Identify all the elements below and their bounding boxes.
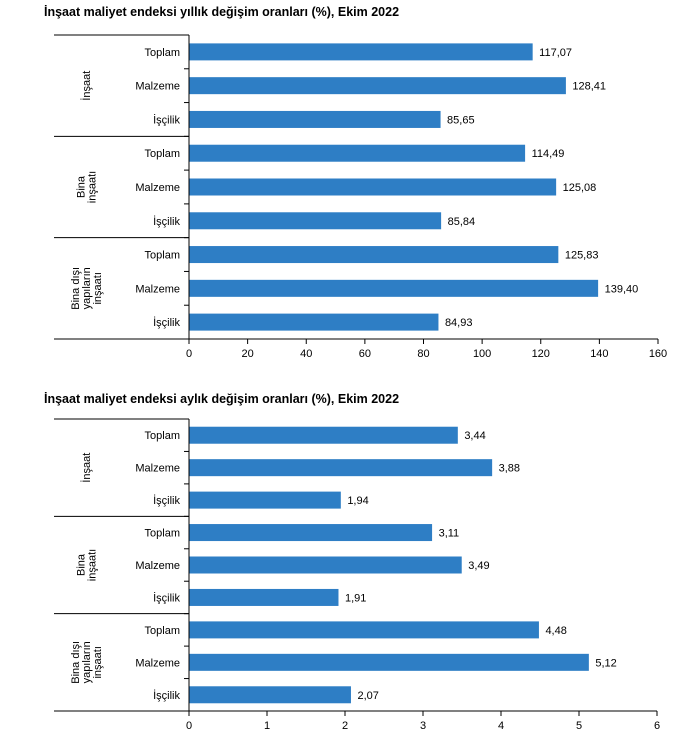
yearly-bar [189, 110, 441, 128]
monthly-group-label: Bina dışıyapılarıninşaatı [70, 641, 104, 684]
monthly-change-bar-chart: 0 1 2 3 4 5 6 Toplam 3,44 Malzeme 3,88 İşçilik 1,94 İ… [54, 418, 660, 732]
monthly-bar [189, 653, 589, 671]
yearly-x-tick-label: 120 [532, 348, 550, 360]
monthly-data-label: 1,94 [347, 495, 368, 507]
monthly-category-label: Toplam [145, 625, 180, 637]
yearly-data-label: 85,84 [448, 216, 476, 228]
yearly-x-tick-label: 40 [300, 348, 312, 360]
monthly-bar [189, 491, 341, 509]
yearly-category-label: Malzeme [135, 283, 180, 295]
monthly-group-label-line: İnşaat [80, 453, 93, 483]
yearly-bar [189, 279, 599, 297]
monthly-group-label-line: Bina dışı [70, 641, 82, 684]
monthly-group-label-line: inşaatı [87, 549, 99, 581]
monthly-x-tick-label: 3 [420, 720, 426, 732]
yearly-data-label: 128,41 [572, 81, 606, 93]
yearly-x-tick-label: 0 [186, 348, 192, 360]
yearly-group-label: Bina dışıyapılarıninşaatı [70, 267, 104, 310]
monthly-data-label: 1,91 [345, 592, 366, 604]
yearly-category-label: Toplam [145, 148, 180, 160]
monthly-data-label: 3,88 [499, 463, 520, 475]
yearly-bar [189, 43, 533, 61]
yearly-x-tick-label: 80 [417, 348, 429, 360]
monthly-data-label: 3,11 [439, 528, 460, 540]
monthly-x-tick-label: 1 [264, 720, 270, 732]
monthly-bar [189, 459, 493, 477]
yearly-group-label-line: yapıların [81, 267, 93, 309]
yearly-data-label: 125,08 [563, 182, 597, 194]
monthly-category-label: Malzeme [135, 657, 180, 669]
monthly-data-label: 4,48 [545, 625, 566, 637]
monthly-category-label: İşçilik [153, 689, 180, 702]
monthly-bar [189, 426, 458, 444]
yearly-x-tick-label: 160 [649, 348, 667, 360]
monthly-group-label-line: yapıların [81, 641, 93, 683]
monthly-category-label: Malzeme [135, 463, 180, 475]
monthly-x-tick-label: 5 [576, 720, 582, 732]
monthly-bar [189, 524, 433, 542]
yearly-category-label: İşçilik [153, 113, 180, 126]
monthly-data-label: 5,12 [595, 657, 616, 669]
yearly-change-bar-chart: 0 20 40 60 80 100 120 140 160 Toplam 117,07 Malzeme… [54, 34, 667, 360]
yearly-bar [189, 144, 526, 162]
yearly-data-label: 114,49 [532, 148, 565, 160]
yearly-x-tick-label: 140 [590, 348, 608, 360]
monthly-group-label-line: Bina [76, 553, 88, 576]
yearly-bar [189, 178, 557, 196]
yearly-data-label: 117,07 [539, 47, 572, 59]
yearly-x-tick-label: 60 [359, 348, 371, 360]
yearly-group-label: İnşaat [80, 71, 93, 101]
yearly-category-label: İşçilik [153, 316, 180, 329]
yearly-category-label: Malzeme [135, 81, 180, 93]
monthly-bar [189, 686, 351, 704]
yearly-group-label-line: Bina dışı [70, 267, 82, 310]
monthly-data-label: 3,44 [464, 430, 485, 442]
chart-title-monthly: İnşaat maliyet endeksi aylık değişim ora… [44, 392, 400, 406]
yearly-category-label: İşçilik [153, 215, 180, 228]
yearly-bar [189, 212, 442, 230]
yearly-bar [189, 313, 439, 331]
yearly-x-tick-label: 100 [473, 348, 491, 360]
yearly-group-label-line: inşaatı [92, 272, 104, 304]
monthly-category-label: İşçilik [153, 591, 180, 604]
monthly-group-label: İnşaat [80, 453, 93, 483]
monthly-group-label: Binainşaatı [76, 549, 99, 581]
yearly-data-label: 85,65 [447, 114, 475, 126]
yearly-category-label: Toplam [145, 47, 180, 59]
monthly-category-label: Toplam [145, 528, 180, 540]
yearly-group-label-line: İnşaat [80, 71, 93, 101]
yearly-x-tick-label: 20 [242, 348, 254, 360]
yearly-data-label: 84,93 [445, 317, 473, 329]
yearly-group-label-line: Bina [76, 175, 88, 198]
yearly-bar [189, 77, 566, 95]
monthly-category-label: Malzeme [135, 560, 180, 572]
monthly-data-label: 2,07 [357, 690, 378, 702]
yearly-group-label-line: inşaatı [87, 171, 99, 203]
monthly-group-label-line: inşaatı [92, 646, 104, 678]
yearly-bar [189, 246, 559, 264]
yearly-data-label: 125,83 [565, 250, 599, 262]
monthly-bar [189, 621, 539, 639]
monthly-x-tick-label: 2 [342, 720, 348, 732]
monthly-x-tick-label: 4 [498, 720, 504, 732]
yearly-category-label: Malzeme [135, 182, 180, 194]
monthly-bar [189, 588, 339, 606]
monthly-bar [189, 556, 462, 574]
monthly-data-label: 3,49 [468, 560, 489, 572]
yearly-group-label: Binainşaatı [76, 171, 99, 203]
monthly-category-label: Toplam [145, 430, 180, 442]
yearly-category-label: Toplam [145, 250, 180, 262]
monthly-category-label: İşçilik [153, 494, 180, 507]
monthly-x-tick-label: 0 [186, 720, 192, 732]
yearly-data-label: 139,40 [605, 283, 639, 295]
chart-title-yearly: İnşaat maliyet endeksi yıllık değişim or… [44, 5, 400, 19]
monthly-x-tick-label: 6 [654, 720, 660, 732]
